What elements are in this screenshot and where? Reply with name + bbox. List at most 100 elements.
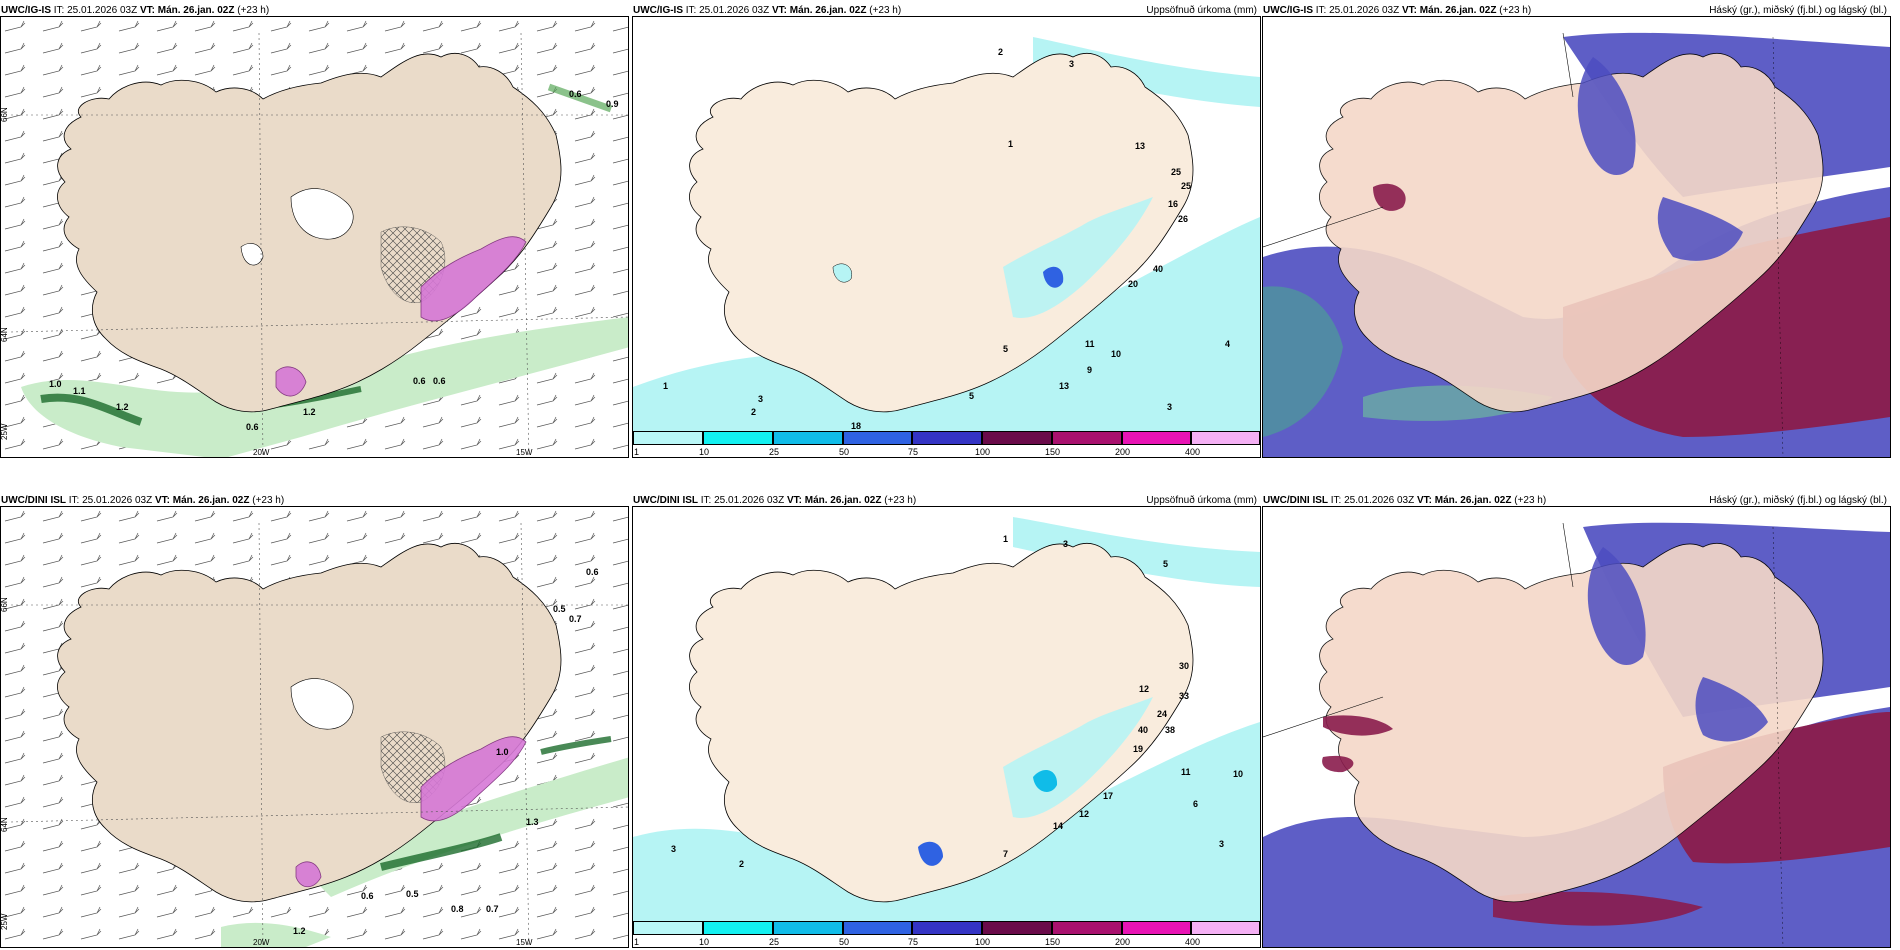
- wind-value: 1.0: [496, 747, 509, 757]
- precip-value: 13: [1135, 141, 1145, 151]
- precip-light-area: [633, 722, 1260, 921]
- precip-light-area: [633, 217, 1260, 431]
- panel-header: UWC/DINI ISL IT: 25.01.2026 03Z VT: Mán.…: [632, 490, 1261, 512]
- precip-map[interactable]: 3 2 1 3 5 12 30 33 24 38 40 19 17 14 12 …: [632, 506, 1261, 948]
- valid-time-label: VT:: [786, 495, 802, 506]
- lon-label-20w: 20W: [253, 448, 270, 457]
- wind-map[interactable]: 66N 64N 25W 20W 15W 1.0 1.1 1.2 1.2 0.6 …: [0, 16, 629, 458]
- precip-value: 20: [1128, 279, 1138, 289]
- legend-bin: [843, 431, 912, 445]
- panel-header: UWC/IG-IS IT: 25.01.2026 03Z VT: Mán. 26…: [632, 0, 1261, 22]
- precip-value: 2: [998, 47, 1003, 57]
- iceland-land: [1319, 53, 1824, 413]
- precip-value: 1: [663, 381, 668, 391]
- precip-legend: 1 10 25 50 75 100 150 200 400: [633, 431, 1260, 457]
- iceland-land: [689, 543, 1194, 903]
- legend-tick: 150: [1045, 937, 1061, 947]
- init-time: IT: 25.01.2026 03Z: [53, 5, 138, 16]
- precip-value: 25: [1181, 181, 1191, 191]
- legend-bin: [1052, 431, 1122, 445]
- precip-value: 40: [1153, 264, 1163, 274]
- precip-value: 3: [1219, 839, 1224, 849]
- model-name: UWC/DINI ISL: [1263, 495, 1328, 506]
- heavy-precip-cells: [420, 736, 527, 822]
- init-time: IT: 25.01.2026 03Z: [700, 495, 785, 506]
- legend-tick: 1: [634, 937, 640, 947]
- panel-cloud-row2: UWC/DINI ISL IT: 25.01.2026 03Z VT: Mán.…: [1262, 490, 1891, 948]
- precip-value: 4: [1225, 339, 1230, 349]
- init-time: IT: 25.01.2026 03Z: [1315, 5, 1400, 16]
- valid-time-label: VT:: [771, 5, 787, 16]
- valid-time-label: VT:: [1416, 495, 1432, 506]
- precip-value: 7: [1003, 849, 1008, 859]
- wind-value: 0.9: [606, 99, 619, 109]
- legend-tick: 50: [839, 937, 850, 947]
- legend-tick: 10: [699, 937, 710, 947]
- valid-time-label: VT:: [139, 5, 155, 16]
- cloud-map[interactable]: [1262, 16, 1891, 458]
- legend-bin: [703, 431, 773, 445]
- panel-header: UWC/IG-IS IT: 25.01.2026 03Z VT: Mán. 26…: [1262, 0, 1891, 22]
- legend-tick: 10: [699, 447, 710, 457]
- cloud-title: Háský (gr.), miðský (fj.bl.) og lágský (…: [1709, 5, 1887, 16]
- wind-value: 1.0: [49, 379, 62, 389]
- panel-header: UWC/IG-IS IT: 25.01.2026 03Z VT: Mán. 26…: [0, 0, 629, 22]
- legend-bin: [633, 921, 703, 935]
- lead-time: (+23 h): [884, 495, 917, 506]
- legend-tick: 1: [634, 447, 640, 457]
- precip-value: 3: [1069, 59, 1074, 69]
- wind-map-svg: 66N 64N 25W 20W 15W 0.6 0.5 0.7 1.0 1.3 …: [1, 507, 628, 947]
- panel-header: UWC/DINI ISL IT: 25.01.2026 03Z VT: Mán.…: [1262, 490, 1891, 512]
- precip-value: 9: [1087, 365, 1092, 375]
- legend-bin: [843, 921, 912, 935]
- wind-value: 0.5: [553, 604, 566, 614]
- precip-value: 40: [1138, 725, 1148, 735]
- legend-bin: [633, 431, 703, 445]
- model-name: UWC/IG-IS: [1, 5, 51, 16]
- wind-value: 0.8: [451, 904, 464, 914]
- model-name: UWC/IG-IS: [633, 5, 683, 16]
- precip-value: 26: [1178, 214, 1188, 224]
- precip-value: 16: [1168, 199, 1178, 209]
- init-time: IT: 25.01.2026 03Z: [68, 495, 153, 506]
- precip-value: 10: [1111, 349, 1121, 359]
- cloud-map[interactable]: [1262, 506, 1891, 948]
- legend-bin: [1122, 921, 1191, 935]
- wind-map[interactable]: 66N 64N 25W 20W 15W 0.6 0.5 0.7 1.0 1.3 …: [0, 506, 629, 948]
- wind-map-svg: 66N 64N 25W 20W 15W 1.0 1.1 1.2 1.2 0.6 …: [1, 17, 628, 457]
- wind-value: 0.6: [586, 567, 599, 577]
- precip-value: 18: [851, 421, 861, 431]
- model-name: UWC/IG-IS: [1263, 5, 1313, 16]
- precip-value: 6: [1193, 799, 1198, 809]
- precip-value: 3: [1167, 402, 1172, 412]
- legend-tick: 400: [1185, 447, 1201, 457]
- panel-precip-row2: UWC/DINI ISL IT: 25.01.2026 03Z VT: Mán.…: [632, 490, 1261, 948]
- panel-header: UWC/DINI ISL IT: 25.01.2026 03Z VT: Mán.…: [0, 490, 629, 512]
- legend-tick: 75: [908, 447, 919, 457]
- iceland-land: [689, 53, 1194, 413]
- valid-time: Mán. 26.jan. 02Z: [1419, 5, 1497, 16]
- valid-time: Mán. 26.jan. 02Z: [789, 5, 867, 16]
- wind-value: 0.6: [413, 376, 426, 386]
- precip-value: 12: [1079, 809, 1089, 819]
- wind-value: 1.3: [526, 817, 539, 827]
- valid-time: Mán. 26.jan. 02Z: [172, 495, 250, 506]
- precip-value: 1: [1008, 139, 1013, 149]
- precip-value: 2: [739, 859, 744, 869]
- valid-time: Mán. 26.jan. 02Z: [157, 5, 235, 16]
- wind-value: 0.7: [486, 904, 499, 914]
- wind-value: 1.2: [293, 926, 306, 936]
- lon-label-15w: 15W: [516, 938, 533, 947]
- legend-bin: [1191, 431, 1260, 445]
- wind-value: 0.6: [246, 422, 259, 432]
- panel-wind-row2: UWC/DINI ISL IT: 25.01.2026 03Z VT: Mán.…: [0, 490, 629, 948]
- precip-map[interactable]: 1 2 2 3 3 4 1 5 10 13 25 25 20 40 26 16 …: [632, 16, 1261, 458]
- legend-tick: 150: [1045, 447, 1061, 457]
- valid-time-label: VT:: [1401, 5, 1417, 16]
- precip-value: 5: [1003, 344, 1008, 354]
- lat-label-64n: 64N: [1, 817, 9, 832]
- legend-bin: [1052, 921, 1122, 935]
- wind-value: 0.6: [361, 891, 374, 901]
- legend-bin: [1191, 921, 1260, 935]
- precip-value: 11: [1085, 339, 1095, 349]
